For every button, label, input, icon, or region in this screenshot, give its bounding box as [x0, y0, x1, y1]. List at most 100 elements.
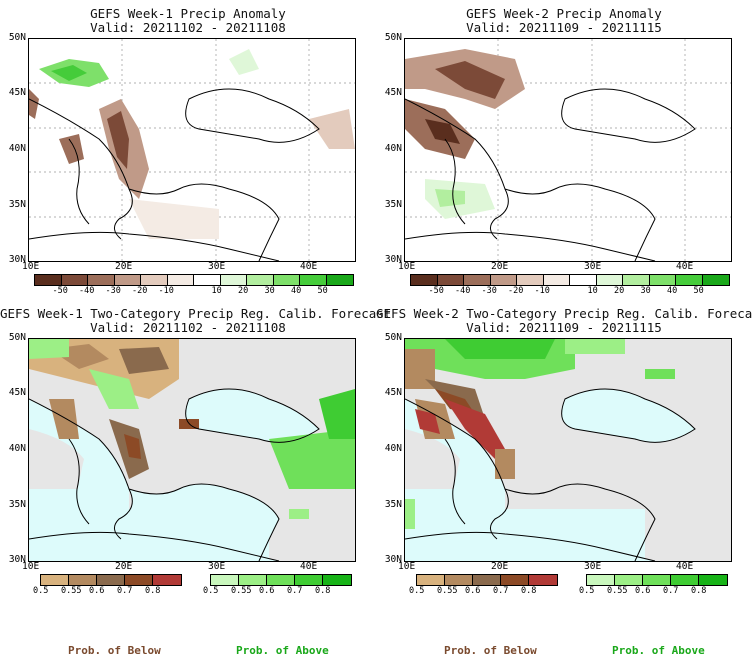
lat-label: 30N	[8, 554, 26, 565]
colorbar-tick-label: 0.5	[579, 586, 595, 596]
colorbar-tick-label: 50	[317, 286, 328, 296]
colorbar-tick-label: 0.8	[315, 586, 331, 596]
prob-below-swatch	[153, 575, 181, 585]
prob-below-swatch	[125, 575, 153, 585]
lon-label: 20E	[491, 261, 509, 272]
lon-label: 40E	[676, 561, 694, 572]
prob-above-colorbar	[586, 574, 728, 586]
panel-valid: Valid: 20211102 - 20211108	[90, 20, 286, 35]
colorbar-tick-label: -10	[534, 286, 550, 296]
prob-above-swatch	[295, 575, 323, 585]
anomaly-color-swatch	[114, 275, 141, 285]
prob-below-swatch	[445, 575, 473, 585]
colorbar-tick-label: 0.55	[437, 586, 458, 596]
lon-label: 10E	[398, 261, 416, 272]
prob-below-swatch	[501, 575, 529, 585]
colorbar-tick-label: 30	[264, 286, 275, 296]
lat-label: 45N	[8, 87, 26, 98]
colorbar-tick-label: 40	[291, 286, 302, 296]
anomaly-color-swatch	[543, 275, 570, 285]
prob-below-swatch	[417, 575, 445, 585]
lon-label: 10E	[398, 561, 416, 572]
anomaly-color-swatch	[464, 275, 491, 285]
panel-valid: Valid: 20211102 - 20211108	[90, 320, 286, 335]
footer-prob-above-left: Prob. of Above	[236, 644, 329, 657]
panel-valid: Valid: 20211109 - 20211115	[466, 20, 662, 35]
lon-label: 20E	[115, 261, 133, 272]
prob-above-colorbar-labels: 0.5 0.55 0.6 0.7 0.8	[579, 586, 726, 598]
footer-prob-below-right: Prob. of Below	[444, 644, 537, 657]
panel-title: GEFS Week-2 Two-Category Precip Reg. Cal…	[376, 306, 752, 321]
panel-week2-probability: GEFS Week-2 Two-Category Precip Reg. Cal…	[376, 300, 752, 600]
anomaly-color-swatch	[194, 275, 221, 285]
probability-map	[28, 338, 356, 562]
panel-week2-anomaly: GEFS Week-2 Precip Anomaly Valid: 202111…	[376, 0, 752, 300]
panel-title: GEFS Week-1 Precip Anomaly	[90, 6, 286, 21]
prob-above-swatch	[699, 575, 727, 585]
prob-below-colorbar	[416, 574, 558, 586]
colorbar-tick-label: 40	[667, 286, 678, 296]
prob-above-swatch	[323, 575, 351, 585]
anomaly-color-swatch	[273, 275, 300, 285]
prob-below-colorbar-labels: 0.5 0.55 0.6 0.7 0.8	[33, 586, 180, 598]
lon-label: 40E	[300, 261, 318, 272]
prob-above-swatch	[643, 575, 671, 585]
colorbar-tick-label: 0.5	[409, 586, 425, 596]
precip-anomaly-shading	[29, 49, 355, 239]
colorbar-tick-label: 0.8	[691, 586, 707, 596]
lon-label: 30E	[584, 561, 602, 572]
lat-label: 50N	[384, 332, 402, 343]
anomaly-colorbar-labels: -50 -40 -30 -20 -10 10 20 30 40 50	[410, 286, 728, 298]
anomaly-color-swatch	[411, 275, 438, 285]
anomaly-map	[28, 38, 356, 262]
prob-above-swatch	[587, 575, 615, 585]
colorbar-tick-label: 50	[693, 286, 704, 296]
anomaly-color-swatch	[702, 275, 729, 285]
anomaly-color-swatch	[141, 275, 168, 285]
colorbar-tick-label: 0.6	[465, 586, 481, 596]
colorbar-tick-label: -10	[158, 286, 174, 296]
colorbar-tick-label: 0.7	[117, 586, 133, 596]
colorbar-tick-label: 0.7	[663, 586, 679, 596]
panel-title: GEFS Week-1 Two-Category Precip Reg. Cal…	[0, 306, 392, 321]
prob-below-colorbar	[40, 574, 182, 586]
colorbar-tick-label: 0.8	[145, 586, 161, 596]
lat-label: 35N	[384, 499, 402, 510]
colorbar-tick-label: 20	[238, 286, 249, 296]
anomaly-color-swatch	[35, 275, 62, 285]
colorbar-tick-label: 0.6	[259, 586, 275, 596]
colorbar-tick-label: 0.55	[231, 586, 252, 596]
prob-below-swatch	[69, 575, 97, 585]
probability-shading	[405, 339, 675, 529]
prob-below-swatch	[97, 575, 125, 585]
lat-label: 45N	[384, 387, 402, 398]
lat-label: 35N	[8, 499, 26, 510]
colorbar-tick-label: -40	[455, 286, 471, 296]
anomaly-color-swatch	[570, 275, 597, 285]
anomaly-color-swatch	[676, 275, 703, 285]
anomaly-colorbar	[34, 274, 354, 286]
prob-above-swatch	[671, 575, 699, 585]
prob-above-swatch	[239, 575, 267, 585]
lon-label: 10E	[22, 261, 40, 272]
colorbar-tick-label: -20	[508, 286, 524, 296]
prob-above-swatch	[267, 575, 295, 585]
anomaly-color-swatch	[326, 275, 353, 285]
lat-label: 45N	[384, 87, 402, 98]
colorbar-tick-label: 20	[614, 286, 625, 296]
anomaly-color-swatch	[88, 275, 115, 285]
colorbar-tick-label: 0.55	[607, 586, 628, 596]
lat-label: 30N	[384, 554, 402, 565]
lon-label: 20E	[115, 561, 133, 572]
footer-prob-below-left: Prob. of Below	[68, 644, 161, 657]
colorbar-tick-label: -40	[79, 286, 95, 296]
panel-week1-probability: GEFS Week-1 Two-Category Precip Reg. Cal…	[0, 300, 392, 600]
colorbar-tick-label: 10	[587, 286, 598, 296]
footer-prob-above-right: Prob. of Above	[612, 644, 705, 657]
prob-below-swatch	[473, 575, 501, 585]
colorbar-tick-label: -20	[132, 286, 148, 296]
anomaly-colorbar-labels: -50 -40 -30 -20 -10 10 20 30 40 50	[34, 286, 352, 298]
lon-label: 30E	[208, 561, 226, 572]
colorbar-tick-label: 0.7	[493, 586, 509, 596]
colorbar-tick-label: 0.5	[33, 586, 49, 596]
